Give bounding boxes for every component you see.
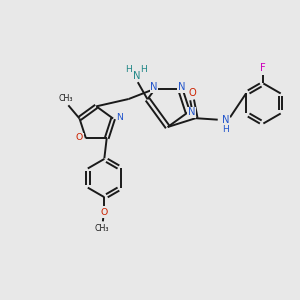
Text: N: N (116, 113, 123, 122)
Text: N: N (133, 71, 140, 81)
Text: H: H (140, 65, 147, 74)
Text: N: N (178, 82, 185, 92)
Text: H: H (125, 65, 132, 74)
Text: CH₃: CH₃ (95, 224, 109, 233)
Text: F: F (260, 63, 266, 73)
Text: N: N (150, 82, 158, 92)
Text: CH₃: CH₃ (59, 94, 73, 103)
Text: O: O (101, 208, 108, 217)
Text: O: O (76, 133, 83, 142)
Text: N: N (188, 107, 195, 117)
Text: O: O (188, 88, 196, 98)
Text: H: H (223, 124, 230, 134)
Text: N: N (222, 115, 230, 125)
